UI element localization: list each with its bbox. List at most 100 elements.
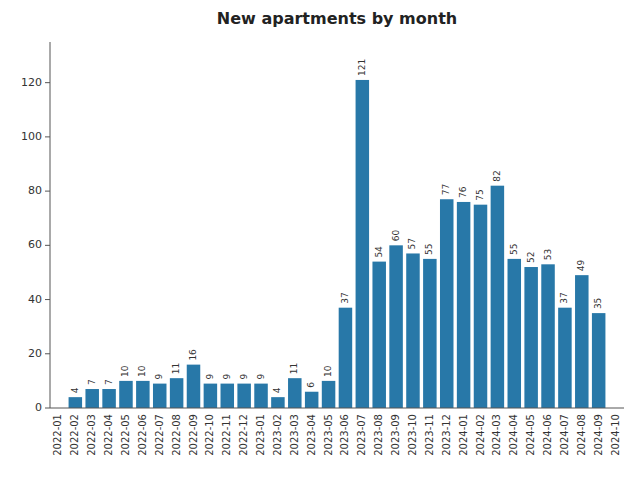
x-tick-label: 2022-01 xyxy=(52,414,63,456)
x-tick-label: 2022-07 xyxy=(154,414,165,456)
x-tick-label: 2023-05 xyxy=(323,414,334,456)
bar xyxy=(389,245,403,408)
y-axis: 020406080100120 xyxy=(21,76,50,414)
x-tick-label: 2022-06 xyxy=(137,414,148,456)
bar xyxy=(575,275,589,408)
data-label: 4 xyxy=(272,387,282,393)
bar xyxy=(102,389,116,408)
x-tick-label: 2022-11 xyxy=(221,414,232,456)
x-tick-label: 2023-02 xyxy=(272,414,283,456)
data-label: 60 xyxy=(391,230,401,242)
data-label: 57 xyxy=(407,238,417,249)
x-tick-label: 2022-02 xyxy=(69,414,80,456)
bar xyxy=(187,365,201,408)
bar xyxy=(322,381,336,408)
y-tick xyxy=(45,408,50,409)
bar xyxy=(508,259,522,408)
data-label: 75 xyxy=(475,189,485,200)
bar xyxy=(204,384,218,408)
data-label: 10 xyxy=(120,365,130,377)
data-label: 54 xyxy=(374,246,384,258)
x-tick-label: 2024-05 xyxy=(525,414,536,456)
data-label: 11 xyxy=(289,363,299,374)
data-label: 82 xyxy=(492,170,502,181)
x-tick-label: 2023-04 xyxy=(306,414,317,456)
x-tick-label: 2022-04 xyxy=(103,414,114,456)
x-tick-label: 2024-01 xyxy=(458,414,469,456)
bar xyxy=(524,267,538,408)
data-label: 52 xyxy=(526,252,536,263)
x-tick-label: 2024-07 xyxy=(559,414,570,456)
bar xyxy=(221,384,235,408)
data-label: 9 xyxy=(256,374,266,380)
data-label: 55 xyxy=(509,243,519,254)
x-tick-label: 2022-09 xyxy=(188,414,199,456)
y-tick xyxy=(45,136,50,137)
x-tick-label: 2024-08 xyxy=(576,414,587,456)
bar xyxy=(457,202,471,408)
y-tick-label: 60 xyxy=(28,238,42,251)
x-tick-label: 2024-09 xyxy=(593,414,604,456)
y-tick-label: 100 xyxy=(21,130,42,143)
data-label: 76 xyxy=(458,186,468,198)
bar xyxy=(305,392,319,408)
x-tick-label: 2023-03 xyxy=(289,414,300,456)
chart: New apartments by month02040608010012020… xyxy=(0,0,640,480)
y-tick-label: 120 xyxy=(21,76,42,89)
data-label: 49 xyxy=(576,259,586,271)
y-tick xyxy=(45,191,50,192)
bar xyxy=(372,262,386,408)
data-label: 9 xyxy=(239,374,249,380)
y-tick xyxy=(45,353,50,354)
bar xyxy=(592,313,606,408)
data-label: 11 xyxy=(171,363,181,374)
bar xyxy=(237,384,251,408)
x-tick-label: 2023-07 xyxy=(356,414,367,456)
x-tick-label: 2023-06 xyxy=(339,414,350,456)
y-tick-label: 40 xyxy=(28,293,42,306)
data-label: 37 xyxy=(340,292,350,303)
bar xyxy=(85,389,99,408)
x-tick-label: 2022-08 xyxy=(171,414,182,456)
x-tick-label: 2024-02 xyxy=(475,414,486,456)
x-tick-label: 2022-03 xyxy=(86,414,97,456)
data-label: 37 xyxy=(559,292,569,303)
data-label: 121 xyxy=(357,59,367,76)
bar xyxy=(406,253,420,408)
bar xyxy=(69,397,83,408)
y-tick xyxy=(45,82,50,83)
x-tick-label: 2023-08 xyxy=(373,414,384,456)
data-labels: 4771010911169999411610371215460575577767… xyxy=(70,59,603,393)
x-tick-label: 2022-12 xyxy=(238,414,249,456)
data-label: 9 xyxy=(154,374,164,380)
data-label: 77 xyxy=(441,184,451,195)
bars xyxy=(69,80,606,408)
x-tick-label: 2024-04 xyxy=(508,414,519,456)
bar xyxy=(288,378,302,408)
x-tick-label: 2024-03 xyxy=(491,414,502,456)
y-tick-label: 80 xyxy=(28,184,42,197)
x-tick-label: 2024-06 xyxy=(542,414,553,456)
data-label: 55 xyxy=(424,243,434,254)
bar xyxy=(491,186,505,408)
x-tick-label: 2023-01 xyxy=(255,414,266,456)
bar xyxy=(153,384,167,408)
data-label: 16 xyxy=(188,349,198,361)
bar xyxy=(339,308,353,408)
bar xyxy=(558,308,572,408)
y-tick xyxy=(45,245,50,246)
bar xyxy=(254,384,268,408)
bar xyxy=(136,381,150,408)
y-tick xyxy=(45,299,50,300)
bar xyxy=(119,381,133,408)
x-tick-label: 2023-12 xyxy=(441,414,452,456)
x-axis-line xyxy=(50,408,624,409)
x-tick-label: 2024-10 xyxy=(610,414,621,456)
data-label: 9 xyxy=(205,374,215,380)
data-label: 10 xyxy=(323,365,333,377)
data-label: 7 xyxy=(87,379,97,385)
data-label: 53 xyxy=(543,249,553,260)
data-label: 9 xyxy=(222,374,232,380)
bar xyxy=(170,378,184,408)
bar xyxy=(271,397,285,408)
